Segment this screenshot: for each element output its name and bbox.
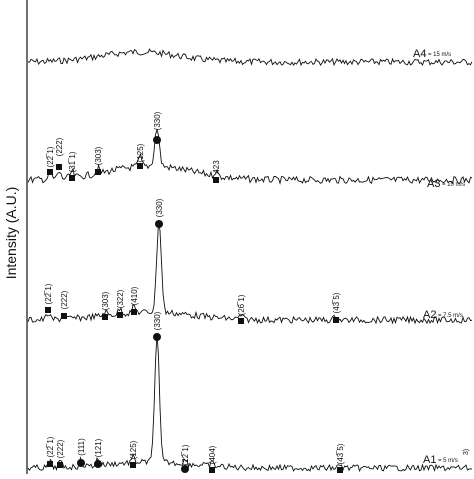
peak-label: (410) — [130, 286, 139, 305]
peak-label: 423 — [212, 160, 221, 174]
peak-marker-circle — [153, 333, 161, 341]
peak-label: (22̅ 1) — [46, 146, 55, 167]
peak-marker-square — [131, 309, 137, 315]
peak-label: (26̅ 1) — [237, 294, 246, 315]
peak-label: (222) — [60, 290, 69, 309]
peak-marker-circle — [181, 465, 189, 473]
peak-label: (125) — [129, 440, 138, 459]
peak-label: (330) — [153, 311, 162, 330]
peak-label: (22̅ 1) — [44, 283, 53, 304]
traces: A4 = 15 m/s(22̅ 1) (222)(31̅ 1) (303) (125)(… — [27, 48, 473, 473]
peak-marker-square — [117, 312, 123, 318]
y-axis-label: Intensity (A.U.) — [3, 186, 19, 280]
peak-label: (303) — [94, 146, 103, 165]
trace-line-a1 — [27, 332, 473, 473]
peak-label: (22̅ 1) — [181, 444, 190, 465]
sample-speed-a1: = 5 m/s — [438, 458, 458, 464]
peak-marker-square — [213, 177, 219, 183]
peak-marker-square — [102, 314, 108, 320]
peak-label: (111) — [77, 438, 86, 456]
trace-line-a2 — [27, 222, 473, 325]
sample-speed-a4: = 15 m/s — [428, 52, 451, 58]
peak-label: (31̅ 1) — [68, 151, 77, 172]
peak-marker-circle — [155, 220, 163, 228]
trace-a3: (22̅ 1) (222) (31̅ 1) (303) (125) (330) 423 A3 =… — [27, 111, 473, 190]
peak-marker-square — [337, 467, 343, 473]
sample-speed-a2: = 7.5 m/s — [438, 313, 463, 319]
peak-marker-square — [95, 169, 101, 175]
sample-label-a2: A2 — [423, 309, 436, 321]
peak-label: (222) — [56, 439, 65, 458]
peak-label: (322) — [116, 289, 125, 308]
peak-marker-square — [56, 164, 62, 170]
peak-label: (222) — [55, 137, 64, 156]
peak-label: (404) — [208, 445, 217, 464]
peak-marker-square — [69, 175, 75, 181]
peak-label: (303) — [101, 291, 110, 310]
trace-a4: A4 = 15 m/s — [27, 48, 473, 67]
peak-marker-circle — [77, 459, 85, 467]
peak-marker-square — [333, 317, 339, 323]
peak-label: (43̅ 5) — [332, 292, 341, 313]
peak-label: (125) — [136, 143, 145, 162]
peak-marker-square — [45, 307, 51, 313]
peak-marker-circle — [153, 136, 161, 144]
peak-label: (330) — [155, 198, 164, 217]
peak-label: (22̅ 1) — [46, 436, 55, 457]
peak-label: (121) — [94, 438, 103, 457]
trace-a2: (22̅ 1) (222) (303) (322) (410) (330) (26̅ 1) (… — [27, 198, 473, 325]
peak-label: (330) — [153, 111, 162, 130]
sample-speed-a3: = 10 m/s — [442, 182, 465, 188]
clipped-label: 3) — [463, 449, 470, 455]
trace-line-a4 — [27, 48, 473, 67]
peak-label: (43̅ 5) — [336, 443, 345, 464]
peak-marker-circle — [94, 460, 102, 468]
trace-line-a3 — [27, 128, 473, 186]
peak-marker-square — [57, 462, 63, 468]
trace-a1: (22̅ 1) (222) (111) (121) (125)(330)(22̅ 1)(… — [27, 311, 473, 473]
peak-marker-square — [238, 318, 244, 324]
peak-marker-square — [61, 313, 67, 319]
sample-label-a3: A3 — [427, 178, 440, 190]
peak-marker-square — [209, 467, 215, 473]
peak-marker-square — [137, 163, 143, 169]
peak-marker-square — [130, 462, 136, 468]
sample-label-a4: A4 — [413, 48, 426, 60]
peak-marker-square — [47, 169, 53, 175]
peak-marker-square — [47, 461, 53, 467]
sample-label-a1: A1 — [423, 454, 436, 466]
